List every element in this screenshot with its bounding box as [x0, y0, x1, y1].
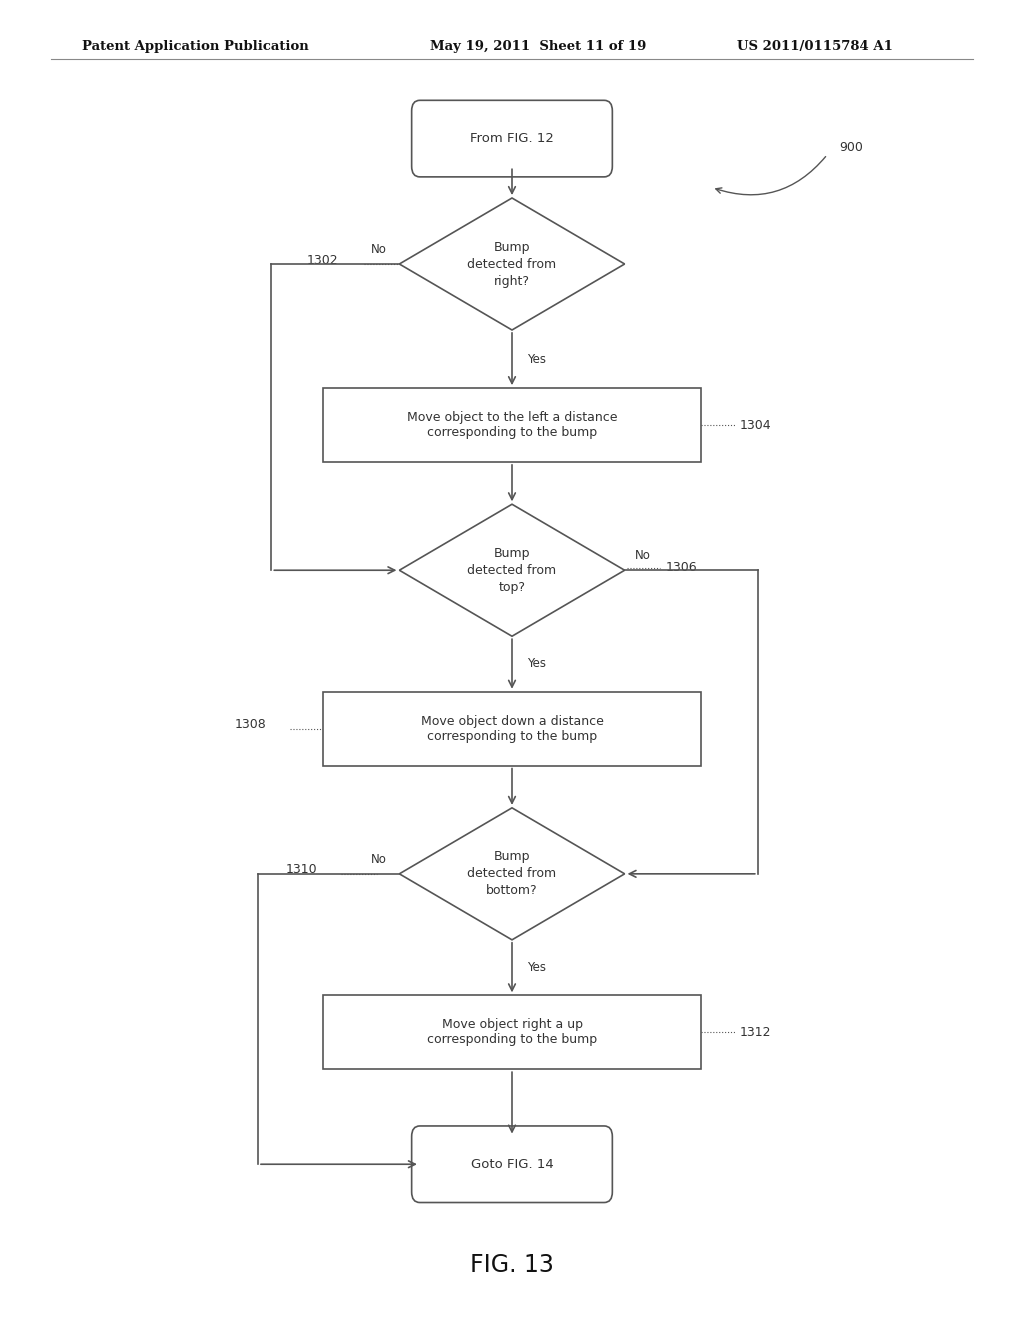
Text: Move object down a distance
corresponding to the bump: Move object down a distance correspondin…	[421, 714, 603, 743]
Text: Bump
detected from
top?: Bump detected from top?	[467, 546, 557, 594]
Text: 1304: 1304	[739, 418, 771, 432]
Text: Goto FIG. 14: Goto FIG. 14	[471, 1158, 553, 1171]
Text: Move object to the left a distance
corresponding to the bump: Move object to the left a distance corre…	[407, 411, 617, 440]
Text: Bump
detected from
bottom?: Bump detected from bottom?	[467, 850, 557, 898]
Text: 1308: 1308	[234, 718, 266, 731]
Text: May 19, 2011  Sheet 11 of 19: May 19, 2011 Sheet 11 of 19	[430, 40, 646, 53]
Polygon shape	[399, 198, 625, 330]
FancyBboxPatch shape	[412, 1126, 612, 1203]
Text: No: No	[371, 243, 387, 256]
FancyBboxPatch shape	[323, 388, 701, 462]
FancyBboxPatch shape	[323, 692, 701, 766]
Text: Yes: Yes	[527, 352, 547, 366]
Text: From FIG. 12: From FIG. 12	[470, 132, 554, 145]
Text: No: No	[635, 549, 651, 562]
FancyBboxPatch shape	[412, 100, 612, 177]
Text: FIG. 13: FIG. 13	[470, 1253, 554, 1276]
Polygon shape	[399, 808, 625, 940]
Text: No: No	[371, 853, 387, 866]
Text: Move object right a up
corresponding to the bump: Move object right a up corresponding to …	[427, 1018, 597, 1047]
FancyBboxPatch shape	[323, 995, 701, 1069]
Text: Yes: Yes	[527, 961, 547, 974]
Text: US 2011/0115784 A1: US 2011/0115784 A1	[737, 40, 893, 53]
Text: 1302: 1302	[306, 253, 338, 267]
Text: Bump
detected from
right?: Bump detected from right?	[467, 240, 557, 288]
Text: 1310: 1310	[286, 863, 317, 876]
Text: 1306: 1306	[666, 561, 697, 574]
Text: 1312: 1312	[739, 1026, 771, 1039]
Text: Patent Application Publication: Patent Application Publication	[82, 40, 308, 53]
Polygon shape	[399, 504, 625, 636]
Text: 900: 900	[840, 141, 863, 154]
Text: Yes: Yes	[527, 657, 547, 671]
